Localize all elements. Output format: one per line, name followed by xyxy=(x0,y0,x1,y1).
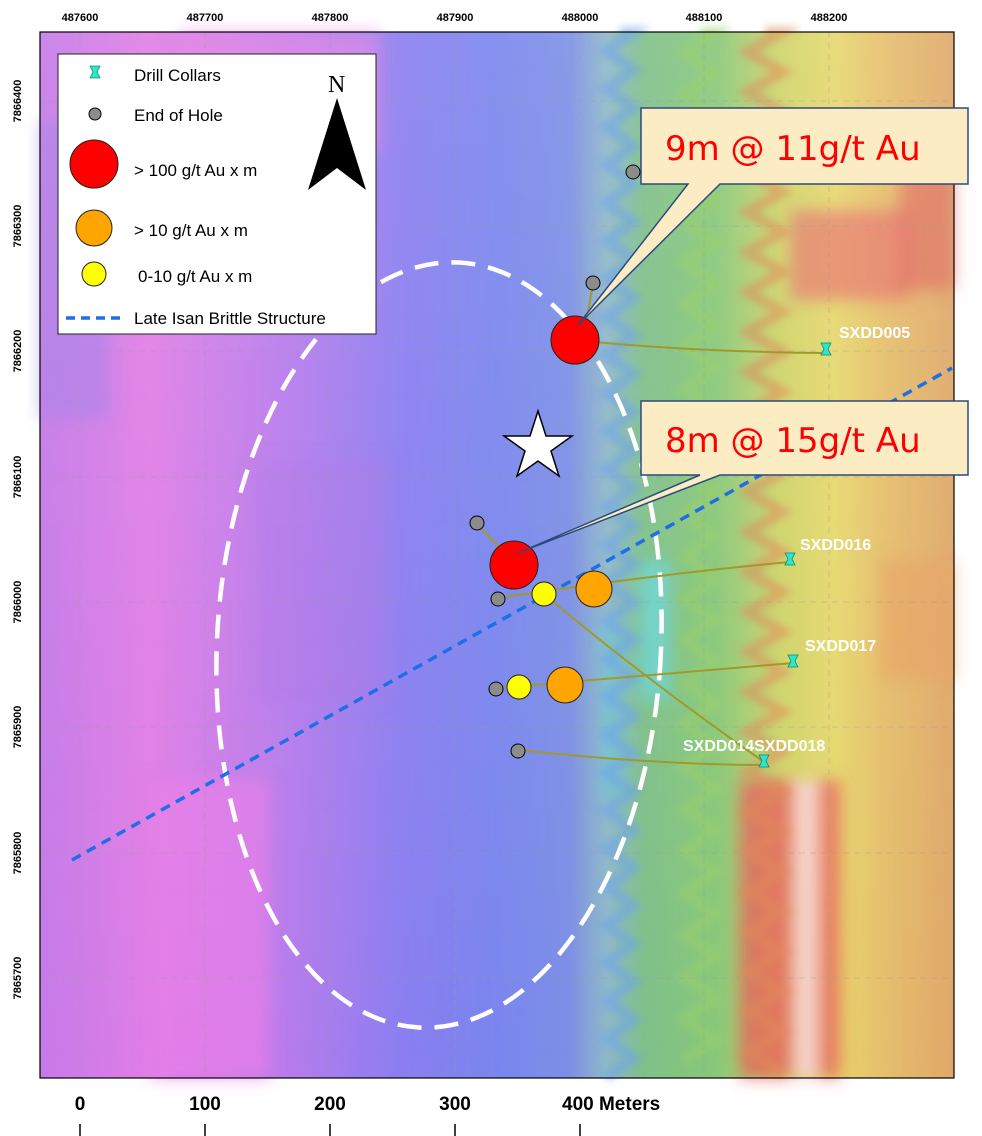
coordinate-grid xyxy=(40,32,954,1078)
end-of-hole-marker[interactable] xyxy=(625,164,641,180)
scale-bar-label: 400 Meters xyxy=(562,1094,660,1115)
end-of-hole-marker[interactable] xyxy=(510,743,526,759)
y-axis-label: 7866300 xyxy=(12,205,24,248)
hole-label-sxdd014-018: SXDD014SXDD018 xyxy=(683,738,825,755)
x-axis-label: 488100 xyxy=(686,12,723,24)
end-of-hole-marker[interactable] xyxy=(488,681,504,697)
drill-collar-marker[interactable] xyxy=(820,342,832,356)
intercept-mid-grade[interactable] xyxy=(546,666,584,704)
callout-8m: 8m @ 15g/t Au xyxy=(517,400,969,554)
drill-collars xyxy=(758,342,832,768)
x-axis-label: 488000 xyxy=(562,12,599,24)
callout-text-8m: 8m @ 15g/t Au xyxy=(665,421,921,461)
drill-collar-marker[interactable] xyxy=(787,654,799,668)
hole-label-sxdd005: SXDD005 xyxy=(839,325,910,342)
y-axis-label: 7866000 xyxy=(12,581,24,624)
callout-text-9m: 9m @ 11g/t Au xyxy=(665,129,921,169)
map-frame xyxy=(39,31,955,1079)
y-axis-label: 7865700 xyxy=(12,957,24,1000)
scale-bar-label: 100 xyxy=(189,1094,221,1115)
callout-9m: 9m @ 11g/t Au xyxy=(577,107,969,326)
legend-label-end-of-hole: End of Hole xyxy=(134,106,223,125)
y-axis-label: 7866100 xyxy=(12,456,24,499)
drill-collar-marker[interactable] xyxy=(758,754,770,768)
mid-grade-icon xyxy=(75,209,113,247)
hole-label-sxdd016: SXDD016 xyxy=(800,537,871,554)
legend-label-structure: Late Isan Brittle Structure xyxy=(134,309,326,328)
north-arrow-icon xyxy=(308,98,366,190)
y-axis-label: 7866200 xyxy=(12,330,24,373)
y-axis-label: 7865900 xyxy=(12,706,24,749)
scale-bar-label: 0 xyxy=(75,1094,86,1115)
intercept-mid-grade[interactable] xyxy=(575,570,613,608)
end-of-hole-marker[interactable] xyxy=(469,515,485,531)
y-axis-label: 7866400 xyxy=(12,80,24,123)
high-grade-icon xyxy=(69,139,119,189)
intercept-low-grade[interactable] xyxy=(531,581,557,607)
legend-label-mid-grade: > 10 g/t Au x m xyxy=(134,221,248,240)
x-axis-label: 487600 xyxy=(62,12,99,24)
hole-label-sxdd017: SXDD017 xyxy=(805,638,876,655)
drill-traces xyxy=(475,282,827,766)
end-of-hole-marker[interactable] xyxy=(585,275,601,291)
end-of-hole-marker[interactable] xyxy=(490,591,506,607)
scale-bar-label: 300 xyxy=(439,1094,471,1115)
target-zone-ellipse xyxy=(214,260,664,1030)
x-axis-label: 487900 xyxy=(437,12,474,24)
x-axis-label: 487700 xyxy=(187,12,224,24)
legend: Drill Collars End of Hole > 100 g/t Au x… xyxy=(57,53,377,335)
target-star-icon xyxy=(501,408,575,478)
x-axis-label: 488200 xyxy=(811,12,848,24)
end-of-hole-icon xyxy=(88,107,102,121)
low-grade-icon xyxy=(81,261,107,287)
legend-label-low-grade: 0-10 g/t Au x m xyxy=(138,267,252,286)
y-axis-label: 7865800 xyxy=(12,832,24,875)
scale-bar-label: 200 xyxy=(314,1094,346,1115)
intercept-high-grade[interactable] xyxy=(550,315,600,365)
drill-collar-marker[interactable] xyxy=(784,552,796,566)
legend-label-drill-collars: Drill Collars xyxy=(134,66,221,85)
grade-intercepts xyxy=(489,315,613,704)
intercept-high-grade[interactable] xyxy=(489,540,539,590)
legend-label-high-grade: > 100 g/t Au x m xyxy=(134,161,257,180)
x-axis-label: 487800 xyxy=(312,12,349,24)
intercept-low-grade[interactable] xyxy=(506,674,532,700)
end-of-hole-markers xyxy=(469,164,641,759)
scale-bar: 0 100 200 300 400 Meters xyxy=(75,1094,660,1136)
drill-collar-icon xyxy=(89,65,101,79)
north-label: N xyxy=(328,72,345,98)
